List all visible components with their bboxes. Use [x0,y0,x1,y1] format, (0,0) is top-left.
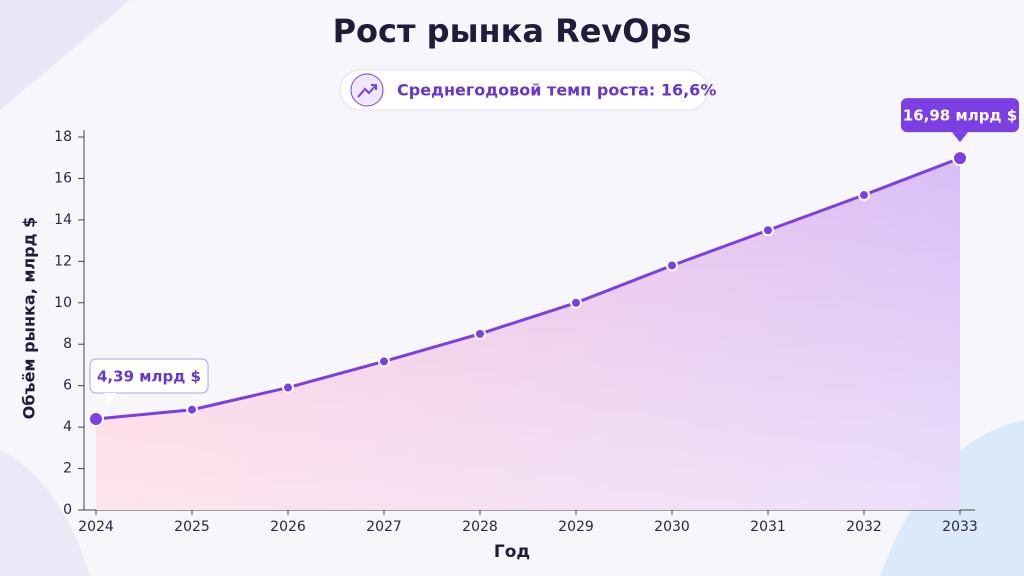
value-label-pointer [104,393,116,406]
value-label: 16,98 млрд $ [903,107,1017,125]
point [282,381,294,394]
chart-title: Рост рынка RevOps [333,12,692,50]
y-tick-label: 14 [54,212,72,228]
y-tick-label: 8 [63,336,72,352]
point [858,189,870,202]
x-tick-label: 2028 [462,519,498,535]
y-tick-label: 18 [54,129,72,145]
y-tick-label: 16 [54,170,72,186]
area-fade [96,158,960,511]
x-tick-label: 2026 [270,519,306,535]
value-label-box [89,358,209,394]
y-tick-label: 2 [63,461,72,477]
badge-icon [357,84,377,98]
x-tick-label: 2024 [78,519,114,535]
point [186,403,198,416]
point [88,411,104,428]
value-label-box [901,98,1019,133]
subtitle: Среднегодовой темп роста: 16,6% [397,81,716,100]
badge [339,69,709,111]
point [952,150,968,167]
point [570,296,582,309]
x-tick-label: 2030 [654,519,690,535]
y-tick-label: 10 [54,295,72,311]
x-tick-label: 2031 [750,519,786,535]
point [666,259,678,272]
value-label-pointer [952,132,968,143]
x-axis-label: Год [494,542,530,562]
x-tick-label: 2033 [942,519,978,535]
point [762,224,774,237]
y-tick-label: 12 [54,253,72,269]
point [474,327,486,340]
x-tick-label: 2025 [174,519,210,535]
y-tick-label: 0 [63,502,72,518]
decor [0,450,90,576]
value-label: 4,39 млрд $ [97,368,201,386]
line [95,156,961,421]
x-tick-label: 2032 [846,519,882,535]
decor [0,0,130,110]
x-tick-label: 2027 [366,519,402,535]
point [378,355,390,368]
x-tick-label: 2029 [558,519,594,535]
y-tick-label: 6 [63,378,72,394]
y-tick-label: 4 [63,419,72,435]
y-axis-label: Объём рынка, млрд $ [20,217,39,419]
